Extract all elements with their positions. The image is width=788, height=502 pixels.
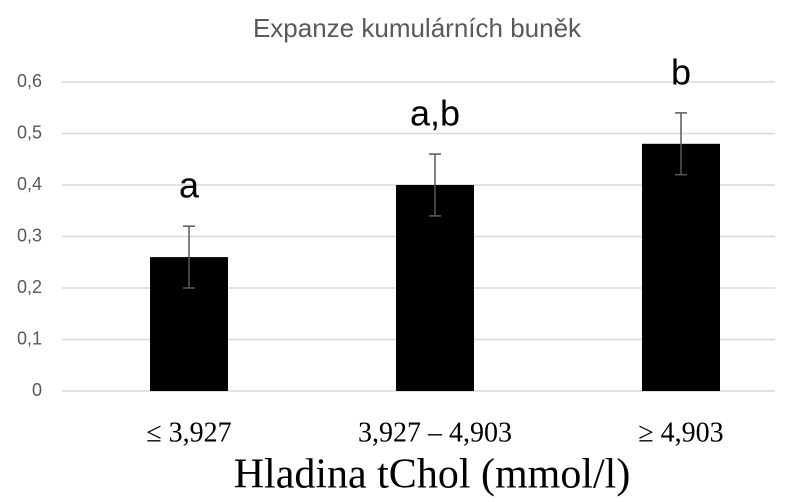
- y-tick-label: 0,1: [17, 328, 42, 348]
- error-bar: [429, 153, 441, 217]
- bar: [642, 143, 720, 391]
- y-tick-label: 0,3: [17, 225, 42, 245]
- y-tick-label: 0,5: [17, 122, 42, 142]
- annotation: b: [671, 51, 691, 92]
- annotation: a: [179, 165, 200, 206]
- error-bar: [675, 112, 687, 176]
- x-tick-label: 3,927 – 4,903: [358, 417, 512, 448]
- y-tick-label: 0,4: [17, 174, 42, 194]
- x-tick-label: ≤ 3,927: [146, 417, 231, 448]
- x-tick-label: ≥ 4,903: [638, 417, 723, 448]
- bar: [396, 185, 474, 391]
- y-tick-label: 0,6: [17, 71, 42, 91]
- y-tick-label: 0,2: [17, 277, 42, 297]
- error-bar: [183, 225, 195, 289]
- chart-title: Expanze kumulárních buněk: [253, 13, 582, 43]
- y-tick-label: 0: [32, 380, 42, 400]
- annotation: a,b: [410, 93, 460, 134]
- x-axis-label: Hladina tChol (mmol/l): [234, 452, 631, 498]
